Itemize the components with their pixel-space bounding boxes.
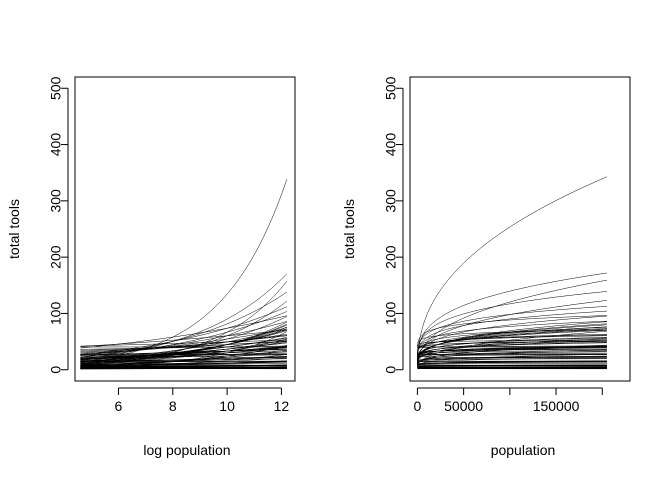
right-y-tick-label: 400 bbox=[383, 133, 399, 157]
right-x-axis: 0 50000 150000 bbox=[413, 387, 603, 414]
right-curve bbox=[417, 364, 607, 368]
right-curve bbox=[417, 333, 607, 355]
right-curve bbox=[417, 354, 607, 359]
right-y-axis-label: total tools bbox=[341, 199, 357, 259]
right-curve bbox=[417, 363, 607, 366]
right-curve bbox=[417, 350, 607, 358]
left-curve bbox=[80, 273, 288, 360]
left-curve bbox=[80, 363, 287, 366]
right-curve bbox=[417, 353, 607, 357]
right-curve bbox=[417, 320, 607, 356]
left-curve bbox=[80, 345, 287, 350]
right-x-tick-label: 0 bbox=[413, 398, 421, 414]
right-curve bbox=[417, 358, 607, 362]
left-y-axis-label: total tools bbox=[6, 199, 22, 259]
right-curve bbox=[417, 310, 607, 357]
left-curve bbox=[80, 366, 287, 368]
right-curve bbox=[417, 349, 607, 366]
right-curve bbox=[417, 355, 607, 363]
left-curve bbox=[80, 341, 287, 351]
left-curve bbox=[80, 329, 287, 347]
right-curve bbox=[417, 321, 607, 365]
right-curve bbox=[417, 366, 607, 368]
right-y-tick-label: 200 bbox=[383, 245, 399, 269]
left-curve bbox=[80, 353, 287, 358]
left-x-tick-label: 8 bbox=[169, 398, 177, 414]
left-curve bbox=[80, 358, 287, 362]
right-curve bbox=[417, 364, 607, 366]
right-curve bbox=[417, 329, 607, 347]
right-curve bbox=[417, 291, 607, 358]
right-curve bbox=[417, 345, 607, 350]
right-curve bbox=[417, 341, 607, 351]
right-x-axis-label: population bbox=[491, 442, 556, 458]
right-curve bbox=[417, 176, 607, 362]
left-y-tick-label: 500 bbox=[48, 76, 64, 100]
left-x-tick-label: 6 bbox=[115, 398, 123, 414]
left-x-axis-label: log population bbox=[143, 442, 230, 458]
left-curve bbox=[80, 339, 287, 347]
left-curve bbox=[80, 346, 287, 359]
right-curve bbox=[417, 327, 607, 360]
left-y-axis: 0 100 200 300 400 500 bbox=[48, 76, 69, 374]
right-curve bbox=[417, 353, 607, 356]
right-y-axis: 0 100 200 300 400 500 bbox=[383, 76, 404, 374]
right-curve bbox=[417, 272, 607, 360]
right-plot-frame bbox=[409, 76, 631, 382]
left-plot-frame bbox=[74, 76, 296, 382]
right-y-tick-label: 0 bbox=[383, 366, 399, 374]
left-curve bbox=[80, 360, 287, 367]
right-curve bbox=[417, 356, 607, 364]
right-curve bbox=[417, 315, 607, 349]
left-y-tick-label: 400 bbox=[48, 133, 64, 157]
left-y-tick-label: 100 bbox=[48, 302, 64, 326]
right-y-tick-label: 300 bbox=[383, 189, 399, 213]
left-curve bbox=[80, 328, 287, 355]
right-curve bbox=[417, 328, 607, 355]
right-curve bbox=[417, 306, 607, 355]
left-curve bbox=[80, 311, 287, 358]
left-curve bbox=[80, 362, 287, 365]
left-curve bbox=[80, 347, 287, 362]
left-curve bbox=[80, 367, 287, 369]
right-curve bbox=[417, 367, 607, 369]
left-x-tick-label: 12 bbox=[274, 398, 290, 414]
left-curve bbox=[80, 335, 287, 353]
right-y-tick-label: 100 bbox=[383, 302, 399, 326]
left-y-tick-label: 200 bbox=[48, 245, 64, 269]
right-curve bbox=[417, 360, 607, 362]
left-panel: 6 8 10 12 0 100 200 300 400 500 log population t… bbox=[6, 76, 296, 458]
left-x-axis: 6 8 10 12 bbox=[115, 387, 290, 414]
left-y-tick-label: 0 bbox=[48, 366, 64, 374]
left-y-tick-label: 300 bbox=[48, 189, 64, 213]
right-curve bbox=[417, 335, 607, 353]
right-y-tick-label: 500 bbox=[383, 76, 399, 100]
left-curve bbox=[80, 361, 287, 366]
left-curves bbox=[80, 179, 288, 370]
right-curve bbox=[417, 340, 607, 364]
right-curves bbox=[417, 176, 607, 370]
left-x-tick-label: 10 bbox=[219, 398, 235, 414]
right-x-tick-label: 150000 bbox=[533, 398, 580, 414]
right-x-tick-label: 50000 bbox=[444, 398, 483, 414]
right-curve bbox=[417, 339, 607, 347]
right-panel: 0 50000 150000 0 100 200 300 400 500 population… bbox=[341, 76, 631, 458]
left-curve bbox=[80, 291, 287, 358]
